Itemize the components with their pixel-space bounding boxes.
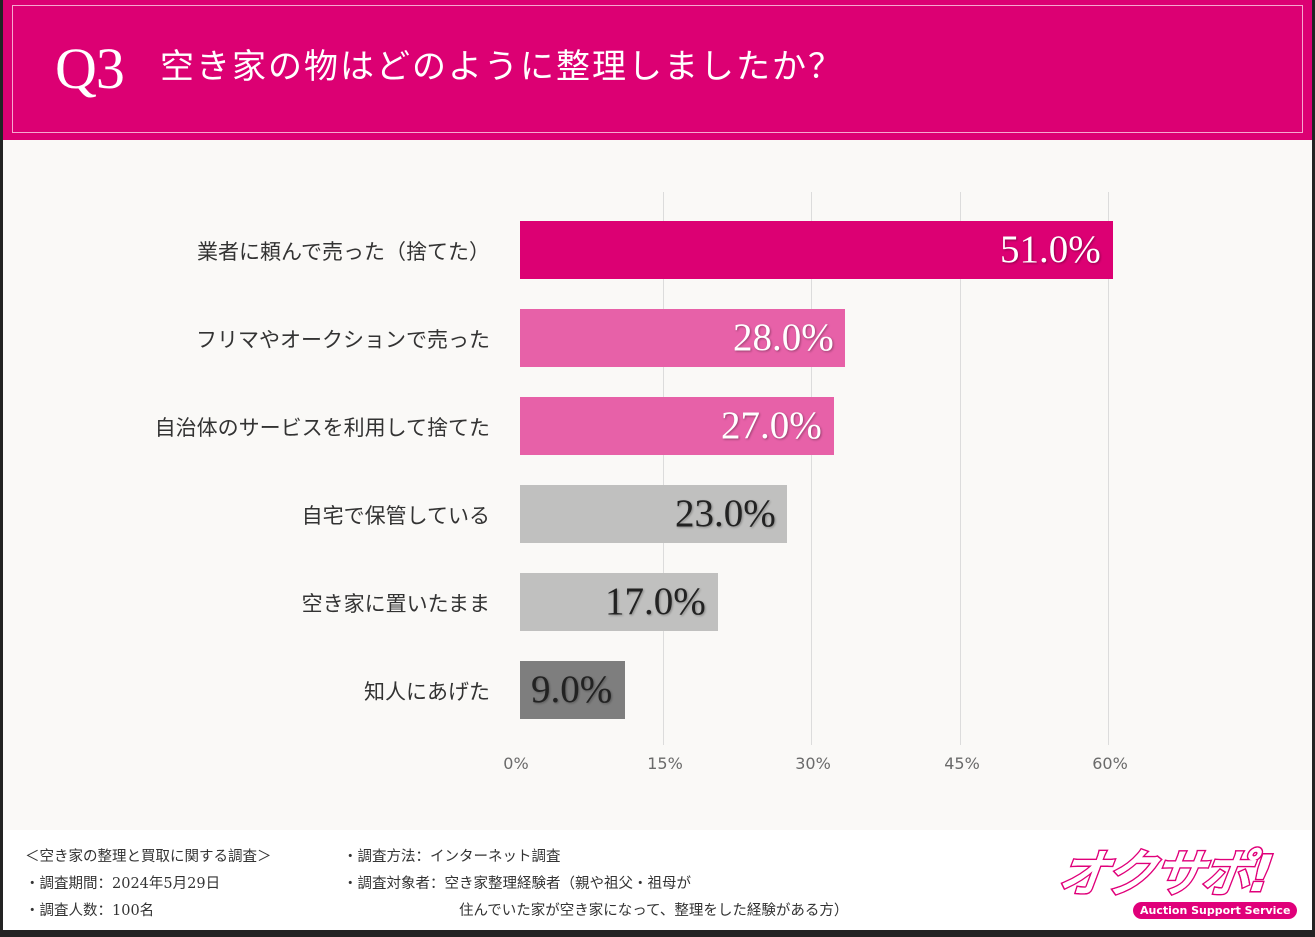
survey-method: ・調査方法：インターネット調査 <box>343 849 561 865</box>
survey-title: ＜空き家の整理と買取に関する調査＞ <box>25 849 272 865</box>
survey-period: ・調査期間：2024年5月29日 <box>25 876 221 892</box>
bar <box>520 661 625 719</box>
brand-logo: オクサポ! Auction Support Service <box>1053 844 1299 924</box>
page-title: 空き家の物はどのように整理しましたか？ <box>160 47 844 87</box>
logo-wordmark: オクサポ! <box>1053 844 1276 905</box>
category-label: 自治体のサービスを利用して捨てた <box>154 416 490 440</box>
category-label: 空き家に置いたまま <box>301 592 490 616</box>
bar <box>520 397 834 455</box>
bar <box>520 221 1113 279</box>
survey-target-line2: 住んでいた家が空き家になって、整理をした経験がある方） <box>459 903 849 919</box>
data-label: 23.0% <box>675 492 776 535</box>
data-label: 51.0% <box>1000 228 1101 271</box>
bar-chart: 0% 15% 30% 45% 60% 業者に頼んで売った（捨てた） 51.0% フリマやオーク… <box>3 140 1312 830</box>
category-label: フリマやオークションで売った <box>196 328 490 352</box>
x-tick-label: 45% <box>944 754 980 773</box>
data-label: 28.0% <box>733 316 834 359</box>
survey-target-line1: ・調査対象者：空き家整理経験者（親や祖父・祖母が <box>343 876 691 892</box>
bar <box>520 309 845 367</box>
gridline <box>960 192 961 745</box>
x-tick-label: 30% <box>795 754 831 773</box>
category-label: 自宅で保管している <box>301 504 490 528</box>
footer: ＜空き家の整理と買取に関する調査＞ ・調査期間：2024年5月29日 ・調査人数… <box>3 830 1312 930</box>
question-number: Q3 <box>55 36 125 101</box>
bar <box>520 573 718 631</box>
gridline <box>663 192 664 745</box>
data-label: 9.0% <box>531 668 613 711</box>
category-label: 知人にあげた <box>364 680 490 704</box>
logo-tagline: Auction Support Service <box>1133 902 1298 919</box>
data-label: 27.0% <box>721 404 822 447</box>
x-tick-label: 15% <box>647 754 683 773</box>
x-tick-label: 0% <box>503 754 529 773</box>
category-label: 業者に頼んで売った（捨てた） <box>197 240 490 264</box>
header-border <box>12 5 1303 133</box>
x-tick-label: 60% <box>1092 754 1128 773</box>
infographic: Q3 空き家の物はどのように整理しましたか？ 0% 15% 30% 45% 60% 業者に… <box>3 0 1312 930</box>
header-banner: Q3 空き家の物はどのように整理しましたか？ <box>3 0 1312 140</box>
gridline <box>811 192 812 745</box>
data-label: 17.0% <box>605 580 706 623</box>
bar <box>520 485 787 543</box>
survey-respondents: ・調査人数：100名 <box>25 903 155 919</box>
gridline <box>1108 192 1109 745</box>
